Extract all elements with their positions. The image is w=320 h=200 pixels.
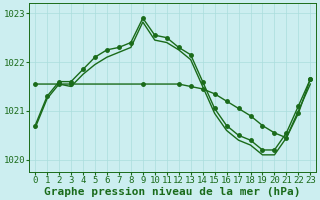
X-axis label: Graphe pression niveau de la mer (hPa): Graphe pression niveau de la mer (hPa) (44, 186, 301, 197)
